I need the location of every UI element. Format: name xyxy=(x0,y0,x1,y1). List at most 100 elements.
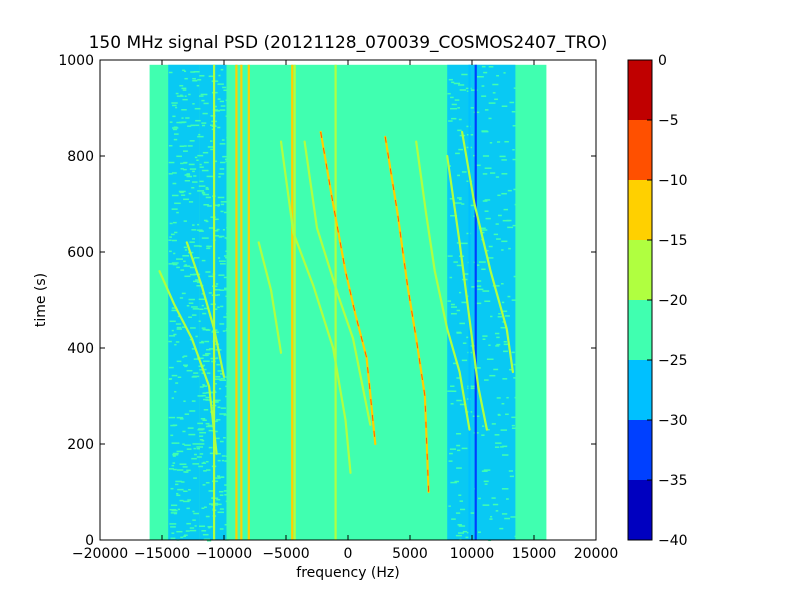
noise-speckle xyxy=(202,354,209,357)
noise-speckle xyxy=(205,220,209,223)
noise-speckle xyxy=(489,374,496,377)
noise-speckle xyxy=(202,419,207,422)
noise-speckle xyxy=(198,298,205,301)
noise-speckle xyxy=(217,511,225,514)
colorbar-tick-label: 0 xyxy=(658,53,667,69)
noise-speckle xyxy=(219,323,225,325)
noise-speckle xyxy=(458,532,465,534)
noise-speckle xyxy=(171,309,178,312)
noise-speckle xyxy=(495,223,499,225)
noise-speckle xyxy=(450,385,455,387)
noise-speckle xyxy=(217,196,225,199)
noise-speckle xyxy=(171,307,178,309)
noise-speckle xyxy=(210,148,215,151)
noise-speckle xyxy=(207,205,212,207)
noise-speckle xyxy=(454,480,459,483)
noise-speckle xyxy=(201,530,207,532)
noise-speckle xyxy=(199,308,204,310)
noise-speckle xyxy=(500,326,506,329)
colorbar-segment-3 xyxy=(628,300,652,360)
noise-speckle xyxy=(204,340,210,343)
noise-speckle xyxy=(168,173,173,175)
noise-speckle xyxy=(199,435,204,437)
noise-speckle xyxy=(192,463,200,465)
noise-speckle xyxy=(217,257,221,259)
noise-speckle xyxy=(226,238,233,240)
noise-speckle xyxy=(193,358,200,360)
noise-speckle xyxy=(219,508,224,510)
noise-speckle xyxy=(501,192,507,195)
noise-speckle xyxy=(205,188,210,190)
noise-speckle xyxy=(208,490,214,492)
noise-speckle xyxy=(173,333,177,336)
noise-speckle xyxy=(197,395,204,397)
noise-speckle xyxy=(192,238,196,240)
x-tick-label: −15000 xyxy=(134,546,190,562)
colorbar-segment-6 xyxy=(628,120,652,180)
noise-speckle xyxy=(181,87,187,90)
noise-speckle xyxy=(455,512,461,514)
noise-speckle xyxy=(214,399,221,402)
noise-speckle xyxy=(187,145,193,147)
noise-speckle xyxy=(172,128,178,131)
noise-speckle xyxy=(191,400,196,402)
noise-speckle xyxy=(179,145,185,148)
noise-speckle xyxy=(204,506,207,508)
noise-speckle xyxy=(506,396,509,399)
noise-speckle xyxy=(451,81,455,84)
noise-speckle xyxy=(226,226,229,229)
noise-speckle xyxy=(203,470,207,472)
noise-speckle xyxy=(462,342,467,344)
noise-speckle xyxy=(197,428,204,431)
noise-speckle xyxy=(197,154,204,157)
noise-speckle xyxy=(168,145,173,147)
noise-speckle xyxy=(172,455,176,457)
noise-speckle xyxy=(461,359,468,362)
noise-speckle xyxy=(183,150,188,152)
noise-speckle xyxy=(451,518,456,520)
noise-speckle xyxy=(217,205,220,207)
noise-speckle xyxy=(180,536,184,539)
noise-speckle xyxy=(474,164,481,167)
noise-speckle xyxy=(189,273,196,276)
noise-speckle xyxy=(223,289,229,291)
noise-speckle xyxy=(503,72,506,74)
noise-speckle xyxy=(200,364,205,367)
noise-speckle xyxy=(199,163,202,166)
noise-speckle xyxy=(481,229,488,231)
noise-speckle xyxy=(221,455,226,457)
noise-speckle xyxy=(215,283,219,285)
noise-speckle xyxy=(208,429,215,432)
noise-speckle xyxy=(475,302,482,305)
noise-speckle xyxy=(497,214,502,217)
doppler-trace-9 xyxy=(446,154,488,431)
noise-speckle xyxy=(185,117,190,119)
noise-speckle xyxy=(458,198,462,201)
noise-speckle xyxy=(188,489,191,491)
noise-speckle xyxy=(197,135,204,138)
noise-speckle xyxy=(481,231,485,234)
noise-speckle xyxy=(220,201,228,203)
noise-speckle xyxy=(219,289,225,291)
noise-speckle xyxy=(178,190,186,193)
noise-speckle xyxy=(176,450,184,453)
noise-speckle xyxy=(172,263,178,266)
noise-speckle xyxy=(179,84,184,87)
noise-speckle xyxy=(175,483,179,486)
noise-speckle xyxy=(188,298,195,301)
noise-speckle xyxy=(196,456,202,458)
noise-speckle xyxy=(186,448,192,450)
noise-speckle xyxy=(173,468,177,471)
noise-speckle xyxy=(456,377,461,379)
noise-speckle xyxy=(183,162,187,164)
doppler-trace-core-1 xyxy=(384,136,430,493)
noise-speckle xyxy=(447,300,452,302)
noise-speckle xyxy=(483,71,488,74)
noise-speckle xyxy=(483,480,489,483)
noise-speckle xyxy=(219,528,224,530)
noise-speckle xyxy=(190,327,196,329)
noise-speckle xyxy=(199,453,204,455)
noise-speckle xyxy=(203,161,209,164)
noise-speckle xyxy=(192,170,195,173)
noise-speckle xyxy=(169,366,174,369)
